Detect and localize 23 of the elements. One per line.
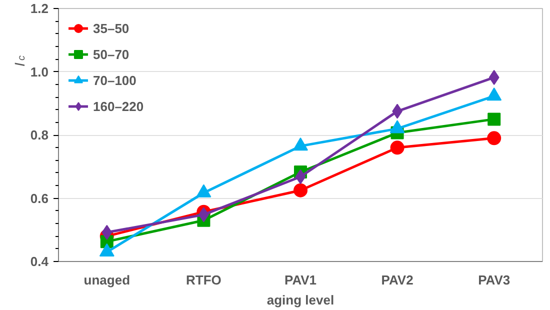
point [102,224,112,240]
x-tick-label: RTFO [186,272,222,288]
point [294,183,308,198]
y-tick-label: 0.8 [30,128,49,142]
y-tick-label: 1.0 [30,64,49,80]
x-tick-label: PAV1 [284,272,317,288]
y-tick-label: 1.2 [30,1,49,16]
x-axis-title: aging level [266,292,334,308]
x-tick-label: PAV3 [478,272,510,288]
x-tick-label: PAV2 [381,272,414,288]
legend-label: 50–70 [93,46,130,62]
legend-label: 35–50 [93,20,130,36]
point [487,131,502,146]
point [488,70,500,85]
legend-label: 70–100 [93,72,136,88]
point [390,140,404,155]
y-tick-label: 0.4 [30,254,50,269]
point [488,112,501,126]
y-tick-label: 0.6 [30,190,49,206]
y-axis-title: Ic [12,56,28,66]
point [295,169,306,184]
legend-label: 160–220 [93,98,144,114]
x-tick-label: unaged [84,272,130,288]
